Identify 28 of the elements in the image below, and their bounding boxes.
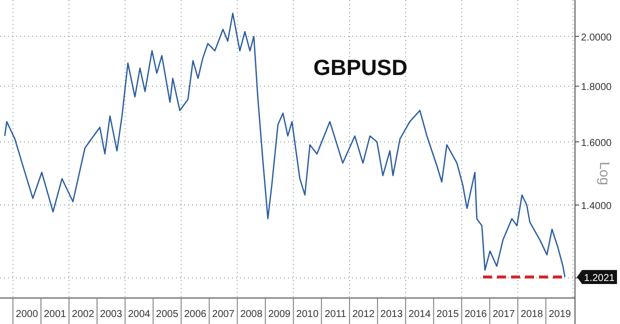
x-tick-label: 2018 xyxy=(520,309,544,320)
x-tick-label: 2008 xyxy=(240,309,263,320)
x-tick-label: 2007 xyxy=(212,309,235,320)
text: 1.2021 xyxy=(584,273,616,284)
x-tick-label: 2017 xyxy=(492,309,516,320)
x-tick-label: 2001 xyxy=(44,309,67,320)
x-tick-label: 2003 xyxy=(100,309,123,320)
line-series xyxy=(4,12,566,278)
x-tick-label: 2004 xyxy=(128,309,151,320)
x-tick-label: 2014 xyxy=(408,309,432,320)
y-tick-label: 1.8000 xyxy=(581,82,612,94)
x-tick-label: 2006 xyxy=(184,309,207,320)
x-tick-label: 2012 xyxy=(352,309,376,320)
x-tick-label: 2000 xyxy=(16,309,38,320)
x-tick-label: 2005 xyxy=(156,309,179,320)
x-tick-label: 2019 xyxy=(548,309,572,320)
x-tick-label: 2015 xyxy=(436,309,460,320)
y-tick-label: 2.0000 xyxy=(581,32,612,44)
x-tick-label: 2009 xyxy=(268,309,291,320)
y-tick-label: 1.4000 xyxy=(581,201,612,212)
x-tick-label: 2016 xyxy=(464,309,488,320)
x-tick-label: 2013 xyxy=(380,309,404,320)
y-tick-label: 1.6000 xyxy=(581,138,612,149)
y-axis-title: Log xyxy=(597,162,613,186)
text: GBPUSD xyxy=(313,55,408,80)
x-tick-label: 2002 xyxy=(72,309,95,320)
x-tick-label: 2011 xyxy=(324,309,347,320)
x-tick-label: 2010 xyxy=(296,309,319,320)
